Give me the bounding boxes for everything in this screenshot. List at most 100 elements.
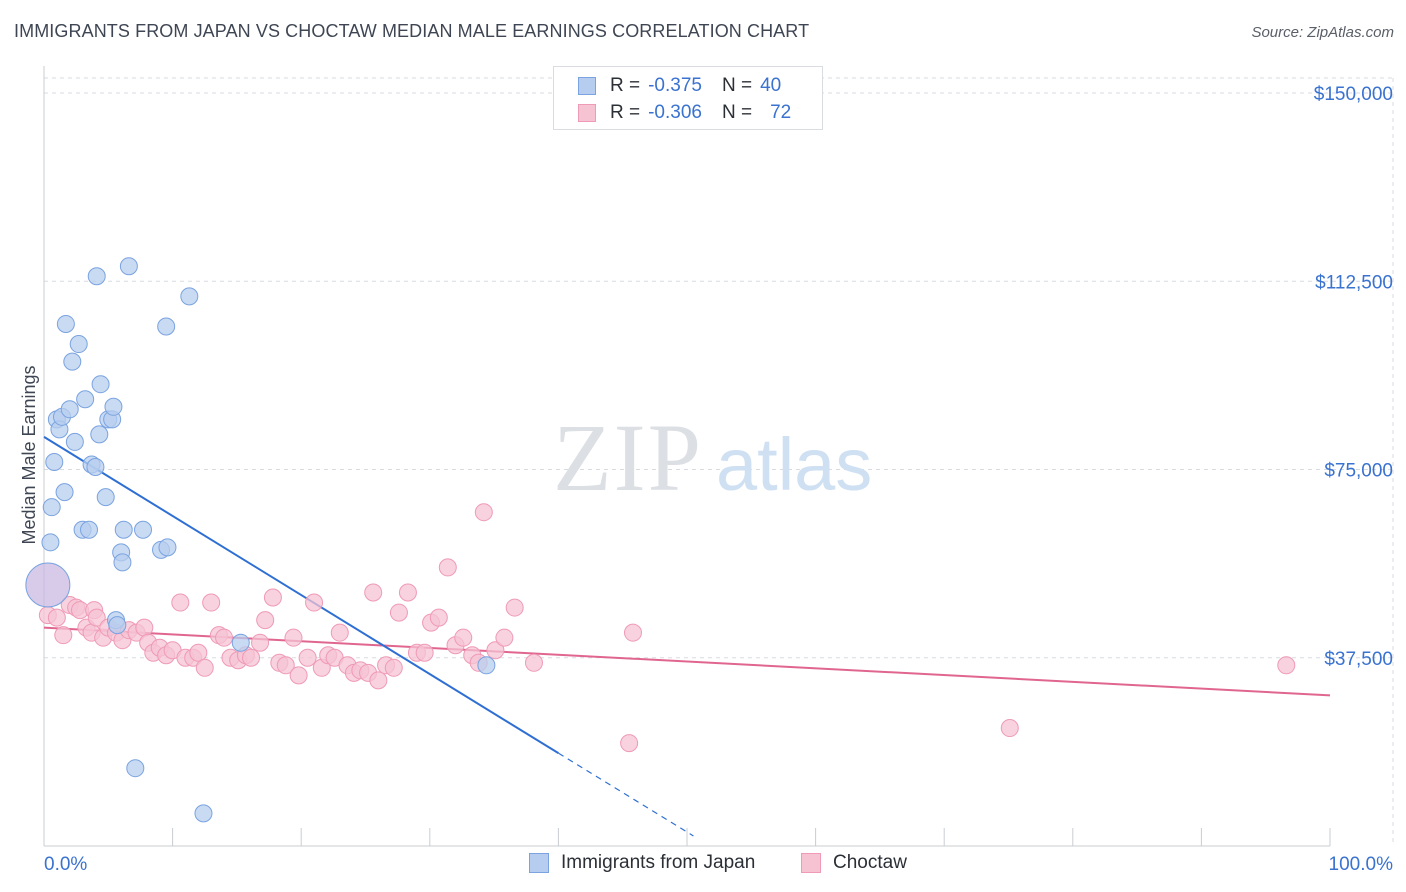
choctaw-point <box>384 658 403 677</box>
japan-swatch <box>578 77 596 95</box>
japan-trend-extension <box>558 752 694 837</box>
japan-point <box>134 520 153 539</box>
japan-point <box>41 533 60 552</box>
y-axis-title: Median Male Earnings <box>19 365 39 544</box>
japan-r-value: -0.375 <box>648 75 702 96</box>
legend-row-choctaw: R = -0.306 N = 72 <box>578 101 791 125</box>
watermark: ZIP atlas <box>553 404 872 511</box>
japan-point <box>25 562 71 608</box>
y-tick-label: $75,000 <box>1324 461 1393 482</box>
japan-point <box>69 335 88 354</box>
choctaw-point <box>1277 656 1296 675</box>
axes <box>43 66 1331 847</box>
choctaw-r-value: -0.306 <box>648 102 702 123</box>
choctaw-point <box>486 641 505 660</box>
choctaw-point <box>171 593 190 612</box>
stats-legend: R = -0.375 N = 40 R = -0.306 N = 72 <box>553 66 823 130</box>
choctaw-n-value: 72 <box>770 102 792 123</box>
japan-point <box>158 538 177 557</box>
y-tick-label: $37,500 <box>1324 649 1393 670</box>
japan-point <box>194 804 213 823</box>
choctaw-point <box>474 503 493 522</box>
choctaw-point <box>415 643 434 662</box>
choctaw-point <box>47 608 66 627</box>
japan-point <box>76 390 95 409</box>
choctaw-legend-swatch <box>801 853 821 873</box>
japan-point <box>42 498 61 517</box>
choctaw-point <box>454 628 473 647</box>
japan-point <box>86 458 105 477</box>
japan-point <box>60 400 79 419</box>
japan-point <box>119 257 138 276</box>
japan-point <box>96 488 115 507</box>
japan-point <box>87 267 106 286</box>
y-tick-label: $112,500 <box>1315 272 1393 293</box>
x-tick-label: 0.0% <box>44 854 87 875</box>
japan-point <box>45 453 64 471</box>
choctaw-point <box>389 603 408 622</box>
choctaw-point <box>256 611 275 630</box>
choctaw-point <box>284 628 303 647</box>
choctaw-point <box>54 626 73 645</box>
legend-row-japan: R = -0.375 N = 40 <box>578 74 781 98</box>
choctaw-point <box>364 583 383 602</box>
watermark-zip: ZIP <box>553 404 703 511</box>
n-label: N = <box>721 102 753 123</box>
choctaw-point <box>195 658 214 677</box>
source-credit: Source: ZipAtlas.com <box>1251 24 1394 41</box>
choctaw-point <box>495 628 514 647</box>
japan-point <box>157 317 176 336</box>
choctaw-swatch <box>578 104 596 122</box>
japan-point <box>231 633 250 652</box>
choctaw-point <box>438 558 457 577</box>
choctaw-point <box>135 618 154 637</box>
choctaw-point <box>305 593 324 612</box>
choctaw-point <box>620 734 639 753</box>
choctaw-point <box>1000 719 1019 738</box>
japan-point <box>56 314 75 333</box>
japan-point <box>80 520 99 539</box>
choctaw-point <box>398 583 417 602</box>
choctaw-point <box>263 588 282 607</box>
axis-labels: $37,500 $75,000 $112,500 $150,000 0.0% 100.0%… <box>19 84 1393 875</box>
choctaw-point <box>242 648 261 667</box>
japan-legend-label: Immigrants from Japan <box>561 852 756 873</box>
japan-point <box>55 483 74 502</box>
japan-point <box>126 759 145 778</box>
watermark-atlas: atlas <box>716 423 872 506</box>
choctaw-point <box>251 633 270 652</box>
choctaw-point <box>189 643 208 662</box>
japan-point <box>91 375 110 394</box>
choctaw-point <box>289 666 308 685</box>
japan-point <box>90 425 109 444</box>
japan-points <box>25 257 496 823</box>
choctaw-point <box>623 623 642 642</box>
japan-n-value: 40 <box>760 75 782 96</box>
legend-item-japan[interactable]: Immigrants from Japan <box>529 852 755 874</box>
japan-point <box>104 397 123 416</box>
japan-point <box>477 656 496 675</box>
japan-point <box>65 432 84 451</box>
r-label: R = <box>610 75 641 96</box>
japan-point <box>113 553 132 572</box>
choctaw-point <box>524 653 543 672</box>
n-label: N = <box>721 75 753 96</box>
choctaw-point <box>429 608 448 627</box>
chart-title: IMMIGRANTS FROM JAPAN VS CHOCTAW MEDIAN … <box>14 21 810 41</box>
y-tick-label: $150,000 <box>1314 84 1393 105</box>
japan-legend-swatch <box>529 853 549 873</box>
choctaw-point <box>276 656 295 675</box>
choctaw-point <box>87 608 106 627</box>
japan-point <box>180 287 199 306</box>
choctaw-point <box>202 593 221 612</box>
choctaw-point <box>215 628 234 647</box>
japan-point <box>63 352 82 371</box>
japan-point <box>108 616 127 635</box>
choctaw-legend-label: Choctaw <box>833 852 907 873</box>
legend-item-choctaw[interactable]: Choctaw <box>801 852 907 874</box>
choctaw-point <box>298 648 317 667</box>
choctaw-point <box>369 671 388 690</box>
choctaw-point <box>505 598 524 617</box>
x-tick-label: 100.0% <box>1329 854 1394 875</box>
